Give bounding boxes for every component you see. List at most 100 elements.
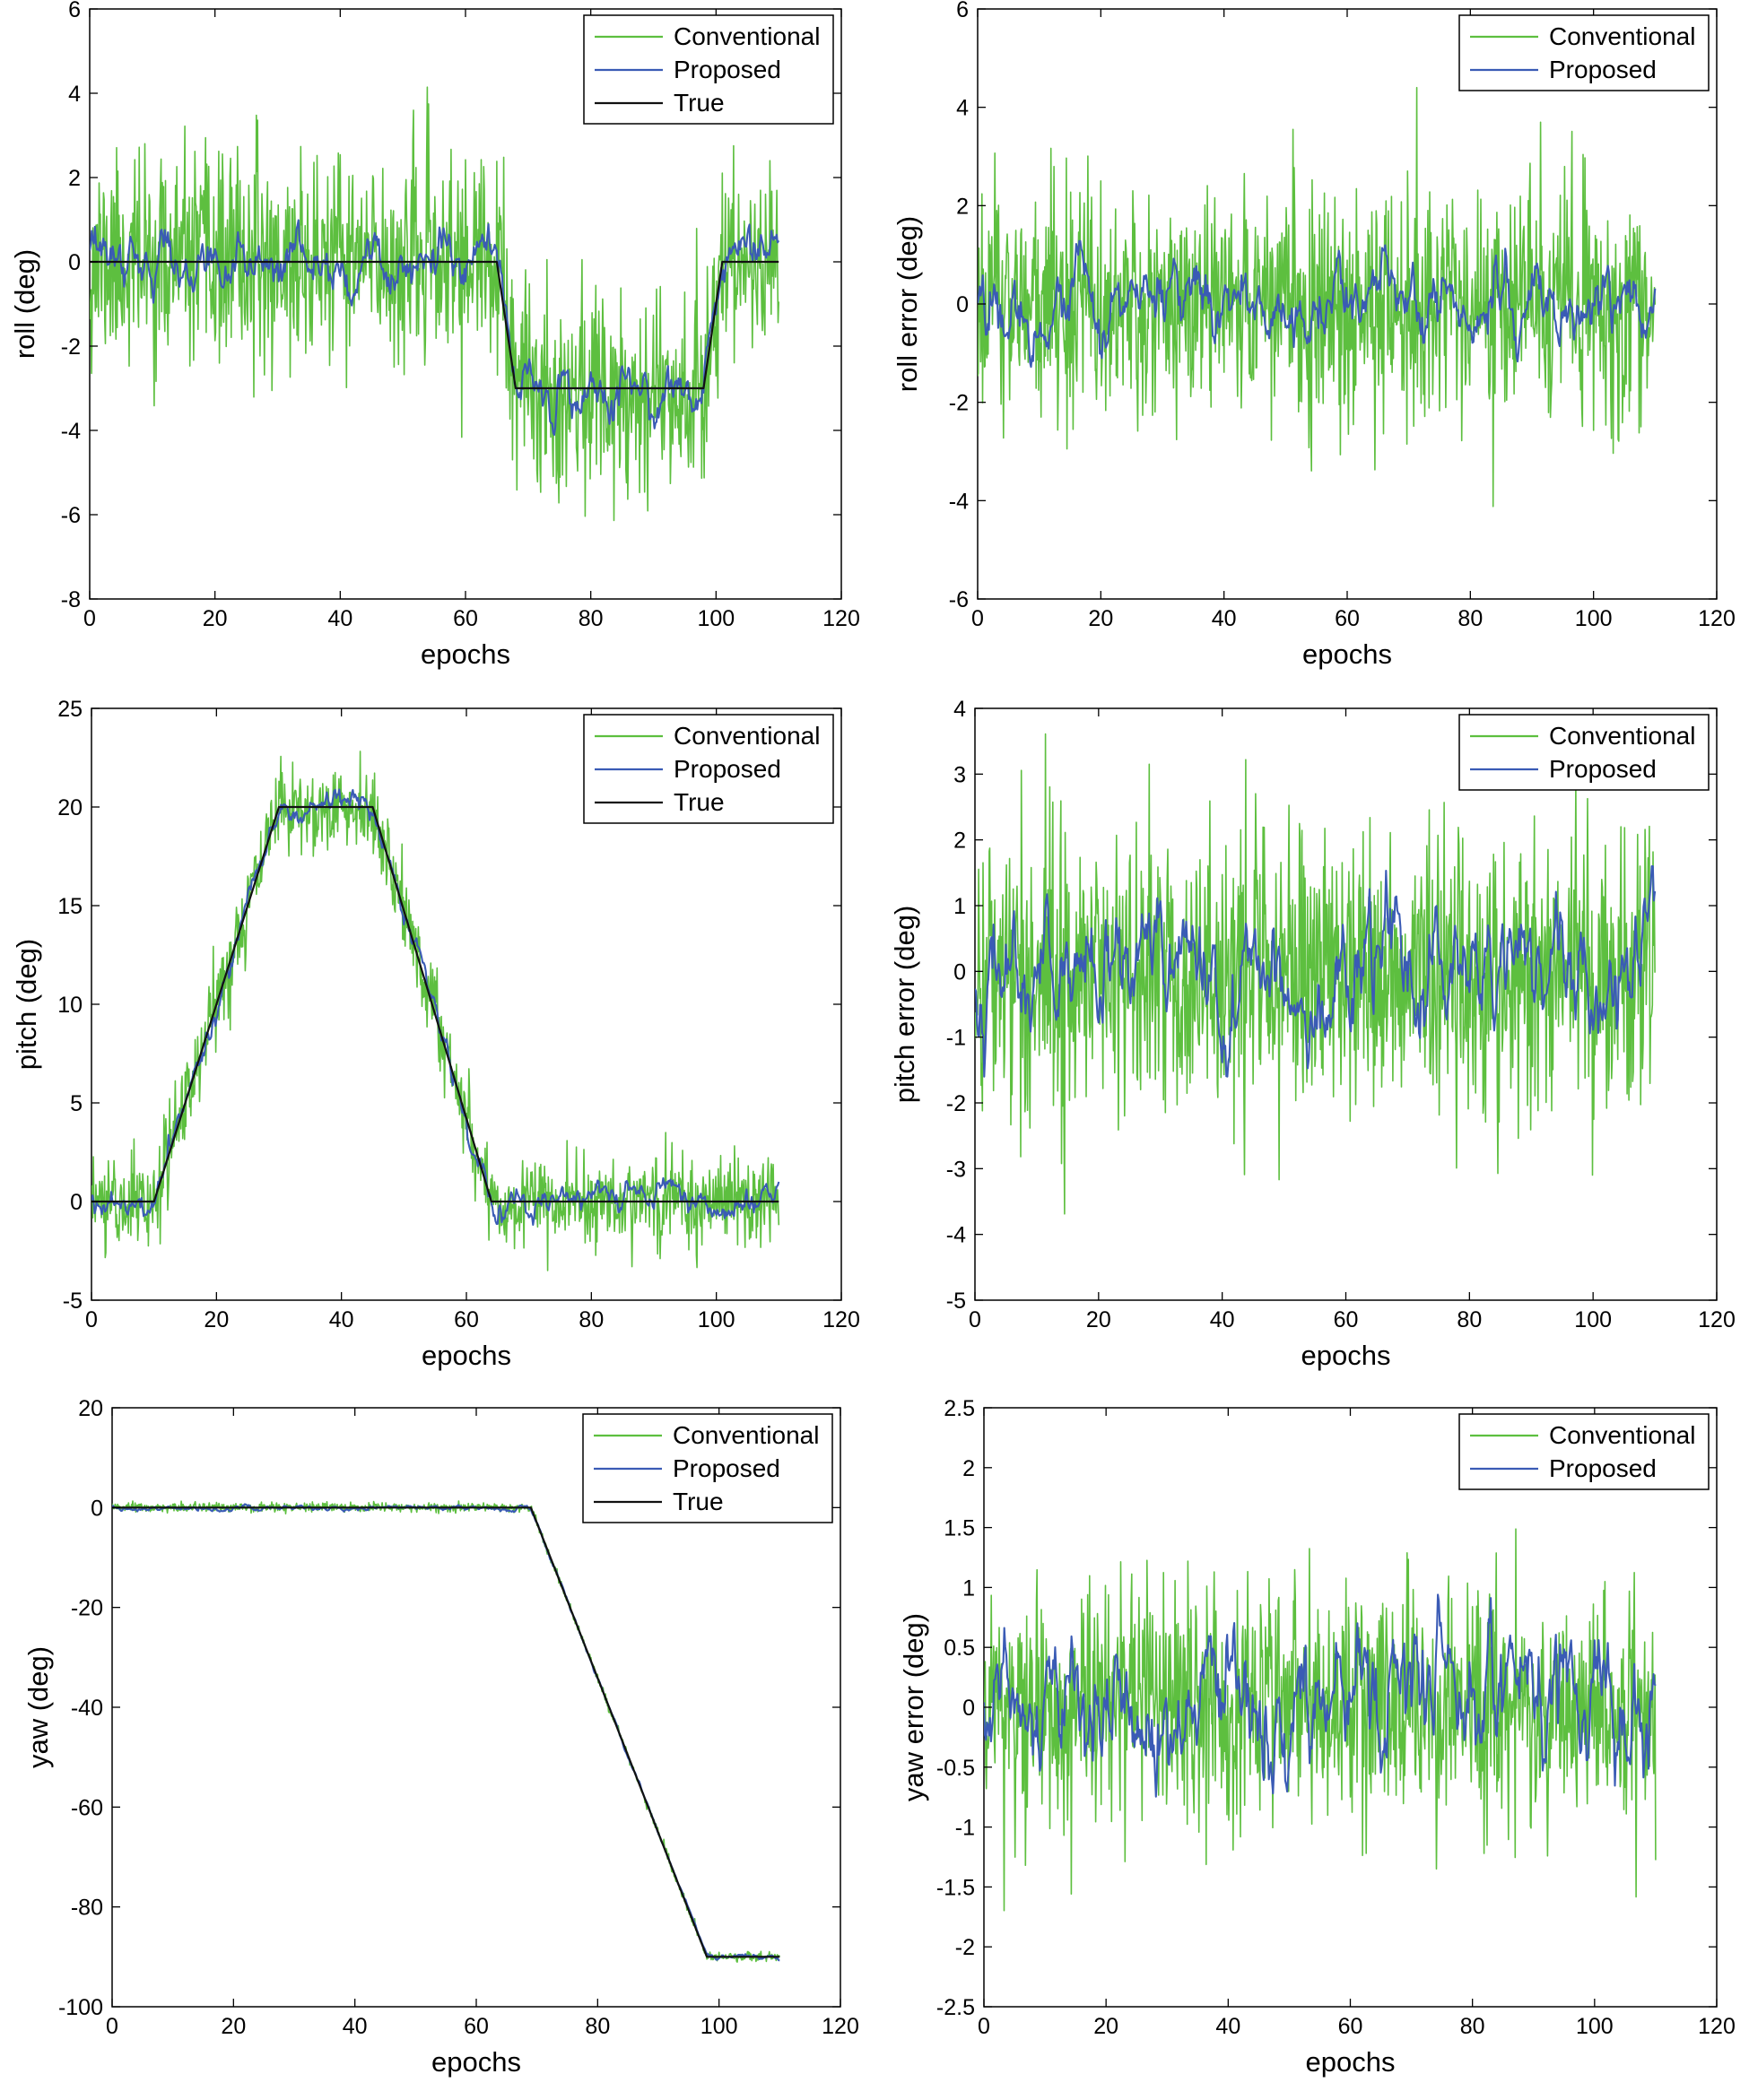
- y-tick-label: 6: [956, 0, 969, 22]
- x-tick-label: 120: [822, 1307, 860, 1332]
- x-tick-label: 120: [1698, 606, 1736, 631]
- chart-roll: 0 20 40 60 80 100 120 -8 -6 -4 -2 0 2 4 6 epochs roll (d…: [9, 0, 860, 670]
- series-conventional-line: [112, 1500, 781, 1963]
- x-tick-label: 0: [106, 2014, 118, 2039]
- legend-label-proposed: Proposed: [1549, 755, 1657, 783]
- x-tick-label: 100: [697, 606, 735, 631]
- y-tick-label: 0: [70, 1190, 83, 1215]
- y-tick-label: -5: [63, 1289, 83, 1314]
- chart-roll-error: 0 20 40 60 80 100 120 -6 -4 -2 0 2 4 6 epochs roll erro…: [892, 0, 1736, 670]
- x-tick-label: 0: [83, 606, 96, 631]
- y-tick-label: 3: [953, 762, 966, 787]
- x-tick-label: 0: [978, 2014, 990, 2039]
- y-tick-label: -2: [61, 334, 81, 360]
- series-proposed-line: [91, 788, 780, 1227]
- legend-label-conventional: Conventional: [1549, 1421, 1695, 1449]
- x-tick-label: 100: [1576, 2014, 1614, 2039]
- legend: Conventional Proposed True: [583, 14, 834, 125]
- legend: Conventional Proposed True: [582, 1413, 833, 1523]
- x-tick-label: 120: [822, 2014, 859, 2039]
- y-tick-label: 4: [956, 96, 969, 121]
- legend-label-proposed: Proposed: [673, 1454, 780, 1482]
- x-tick-label: 0: [85, 1307, 98, 1332]
- x-axis-label: epochs: [1301, 1340, 1391, 1371]
- x-tick-label: 60: [1335, 606, 1360, 631]
- legend-label-proposed: Proposed: [1549, 1454, 1657, 1482]
- y-tick-label: 6: [68, 0, 81, 22]
- y-tick-label: 1.5: [944, 1516, 975, 1541]
- plot-area: [91, 751, 780, 1271]
- legend-label-conventional: Conventional: [1549, 722, 1695, 750]
- y-tick-label: 0: [962, 1696, 975, 1721]
- x-tick-label: 120: [1698, 1307, 1736, 1332]
- y-tick-label: 2: [68, 166, 81, 191]
- x-axis-label: epochs: [421, 638, 510, 670]
- x-tick-label: 40: [329, 1307, 354, 1332]
- series-true-line: [112, 1506, 780, 1958]
- legend-label-true: True: [674, 89, 725, 117]
- y-tick-label: -1: [946, 1026, 966, 1051]
- y-tick-label: 2: [953, 829, 966, 854]
- x-tick-label: 100: [1574, 1307, 1612, 1332]
- legend-label-conventional: Conventional: [674, 22, 820, 50]
- y-tick-label: -20: [71, 1596, 103, 1621]
- legend-label-conventional: Conventional: [674, 722, 820, 750]
- y-tick-label: 0: [953, 959, 966, 985]
- y-tick-label: -2: [946, 1091, 966, 1116]
- y-tick-label: -6: [61, 503, 81, 528]
- x-tick-label: 100: [698, 1307, 735, 1332]
- x-tick-label: 20: [1086, 1307, 1111, 1332]
- plot-area: [112, 1500, 781, 1963]
- y-tick-label: 25: [57, 697, 83, 722]
- y-axis-label: pitch (deg): [11, 939, 42, 1070]
- legend: Conventional Proposed: [1458, 1413, 1710, 1490]
- y-tick-label: 2.5: [944, 1396, 975, 1421]
- x-tick-label: 20: [1093, 2014, 1118, 2039]
- legend-label-true: True: [674, 788, 725, 816]
- y-axis-label: yaw error (deg): [898, 1613, 929, 1801]
- legend-label-proposed: Proposed: [674, 56, 781, 83]
- x-tick-label: 40: [343, 2014, 368, 2039]
- x-tick-label: 40: [327, 606, 352, 631]
- x-tick-label: 0: [971, 606, 984, 631]
- y-axis-label: roll (deg): [9, 249, 40, 359]
- legend: Conventional Proposed: [1458, 14, 1710, 91]
- y-tick-label: 0: [68, 250, 81, 275]
- y-tick-label: -2: [949, 391, 969, 416]
- series-proposed-line: [984, 1593, 1657, 1798]
- x-tick-label: 40: [1212, 606, 1237, 631]
- y-tick-label: -60: [71, 1795, 103, 1820]
- y-tick-label: -1.5: [936, 1875, 975, 1900]
- x-tick-label: 40: [1215, 2014, 1240, 2039]
- series-proposed-line: [90, 219, 780, 437]
- x-tick-label: 60: [453, 606, 478, 631]
- y-tick-label: -3: [946, 1157, 966, 1182]
- x-tick-label: 80: [579, 1307, 604, 1332]
- x-tick-label: 100: [700, 2014, 738, 2039]
- y-axis-label: pitch error (deg): [889, 906, 920, 1104]
- plot-area: [90, 86, 780, 522]
- y-tick-label: 20: [78, 1396, 103, 1421]
- y-tick-label: -2: [955, 1935, 975, 1960]
- legend-box: [1458, 14, 1710, 91]
- y-tick-label: -1: [955, 1816, 975, 1841]
- legend-box: [1458, 1413, 1710, 1490]
- legend-label-conventional: Conventional: [1549, 22, 1695, 50]
- x-tick-label: 120: [822, 606, 860, 631]
- x-axis-label: epochs: [422, 1340, 511, 1371]
- y-tick-label: -0.5: [936, 1756, 975, 1781]
- y-tick-label: 5: [70, 1091, 83, 1116]
- chart-yaw: 0 20 40 60 80 100 120 -100 -80 -60 -40 -20 0 20 epochs…: [22, 1396, 859, 2078]
- y-tick-label: 0: [956, 292, 969, 317]
- y-tick-label: 2: [956, 194, 969, 219]
- y-tick-label: 0.5: [944, 1636, 975, 1661]
- y-tick-label: 2: [962, 1456, 975, 1481]
- series-conventional-line: [984, 1528, 1657, 1912]
- x-tick-label: 60: [1338, 2014, 1363, 2039]
- legend-box: [1458, 714, 1710, 791]
- y-tick-label: 0: [91, 1496, 103, 1521]
- y-tick-label: 1: [953, 894, 966, 919]
- legend: Conventional Proposed True: [583, 714, 834, 824]
